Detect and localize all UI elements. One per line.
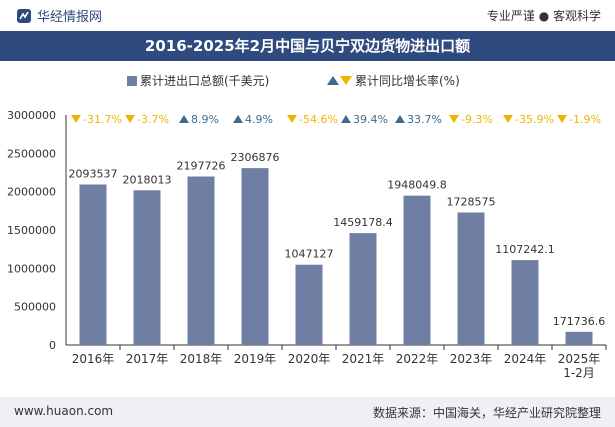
bar [295, 264, 323, 345]
top-bar: 华经情报网 专业严谨 ● 客观科学 [0, 0, 615, 30]
legend-down-triangle-icon [340, 76, 352, 85]
x-tick-label: 2022年 [396, 352, 439, 366]
bar-value-label: 2018013 [123, 173, 172, 186]
bar [349, 233, 377, 345]
y-tick-label: 1500000 [7, 224, 56, 237]
legend-up-triangle-icon [327, 76, 339, 85]
growth-rate-label: -35.9% [515, 113, 554, 126]
bar-value-label: 171736.6 [553, 315, 606, 328]
y-tick-label: 2000000 [7, 186, 56, 199]
x-tick-label: 2018年 [180, 352, 223, 366]
bar [511, 260, 539, 345]
up-triangle-icon [179, 115, 189, 123]
bar [187, 176, 215, 345]
x-tick-label: 2019年 [234, 352, 277, 366]
legend-bar-swatch [127, 76, 137, 86]
tagline: 专业严谨 ● 客观科学 [486, 9, 601, 23]
legend-bar-label: 累计进出口总额(千美元) [140, 74, 269, 88]
x-tick-label: 2016年 [72, 352, 115, 366]
brand: 华经情报网 [16, 6, 102, 25]
x-tick-label: 2017年 [126, 352, 169, 366]
bar-value-label: 2093537 [69, 167, 118, 180]
growth-rate-label: 4.9% [245, 113, 273, 126]
footer-website: www.huaon.com [14, 404, 114, 418]
growth-rate-label: -1.9% [569, 113, 601, 126]
bar-value-label: 1107242.1 [495, 243, 555, 256]
x-tick-label: 2025年 1-2月 [558, 352, 601, 380]
y-tick-label: 2500000 [7, 147, 56, 160]
down-triangle-icon [449, 115, 459, 123]
growth-rate-label: 8.9% [191, 113, 219, 126]
footer-source: 数据来源：中国海关，华经产业研究院整理 [372, 406, 601, 420]
down-triangle-icon [503, 115, 513, 123]
growth-rate-label: -31.7% [83, 113, 122, 126]
bar [565, 331, 593, 345]
up-triangle-icon [341, 115, 351, 123]
chart-title: 2016-2025年2月中国与贝宁双边货物进出口额 [144, 37, 471, 55]
bar [241, 168, 269, 345]
down-triangle-icon [71, 115, 81, 123]
growth-rate-label: 33.7% [407, 113, 442, 126]
y-tick-label: 3000000 [7, 109, 56, 122]
up-triangle-icon [233, 115, 243, 123]
x-tick-label: 2020年 [288, 352, 331, 366]
down-triangle-icon [557, 115, 567, 123]
footer: www.huaon.com 数据来源：中国海关，华经产业研究院整理 [0, 397, 615, 427]
x-tick-label: 2024年 [504, 352, 547, 366]
x-tick-label: 2021年 [342, 352, 385, 366]
down-triangle-icon [287, 115, 297, 123]
growth-rate-label: -54.6% [299, 113, 338, 126]
chart: 累计进出口总额(千美元) 累计同比增长率(%) 0 500000 1000000 1500… [7, 73, 607, 380]
x-tick-label: 2023年 [450, 352, 493, 366]
bar-value-label: 1459178.4 [333, 216, 393, 229]
y-tick-label: 1000000 [7, 262, 56, 275]
up-triangle-icon [395, 115, 405, 123]
bar-value-label: 1948049.8 [387, 179, 447, 192]
y-tick-label: 0 [49, 339, 56, 352]
brand-logo-icon [17, 8, 31, 23]
down-triangle-icon [125, 115, 135, 123]
bar-value-label: 1728575 [447, 195, 496, 208]
growth-rate-label: 39.4% [353, 113, 388, 126]
y-tick-label: 500000 [14, 301, 56, 314]
growth-rate-label: -3.7% [137, 113, 169, 126]
bar-value-label: 1047127 [285, 248, 334, 261]
bar-value-label: 2306876 [231, 151, 280, 164]
title-bar: 2016-2025年2月中国与贝宁双边货物进出口额 [0, 31, 615, 61]
bar-value-label: 2197726 [177, 160, 226, 173]
growth-rate-label: -9.3% [461, 113, 493, 126]
bar [403, 195, 431, 345]
brand-name: 华经情报网 [37, 10, 103, 25]
bar [79, 184, 107, 345]
legend-rate-label: 累计同比增长率(%) [355, 73, 460, 88]
bar [133, 190, 161, 345]
bar [457, 212, 485, 345]
